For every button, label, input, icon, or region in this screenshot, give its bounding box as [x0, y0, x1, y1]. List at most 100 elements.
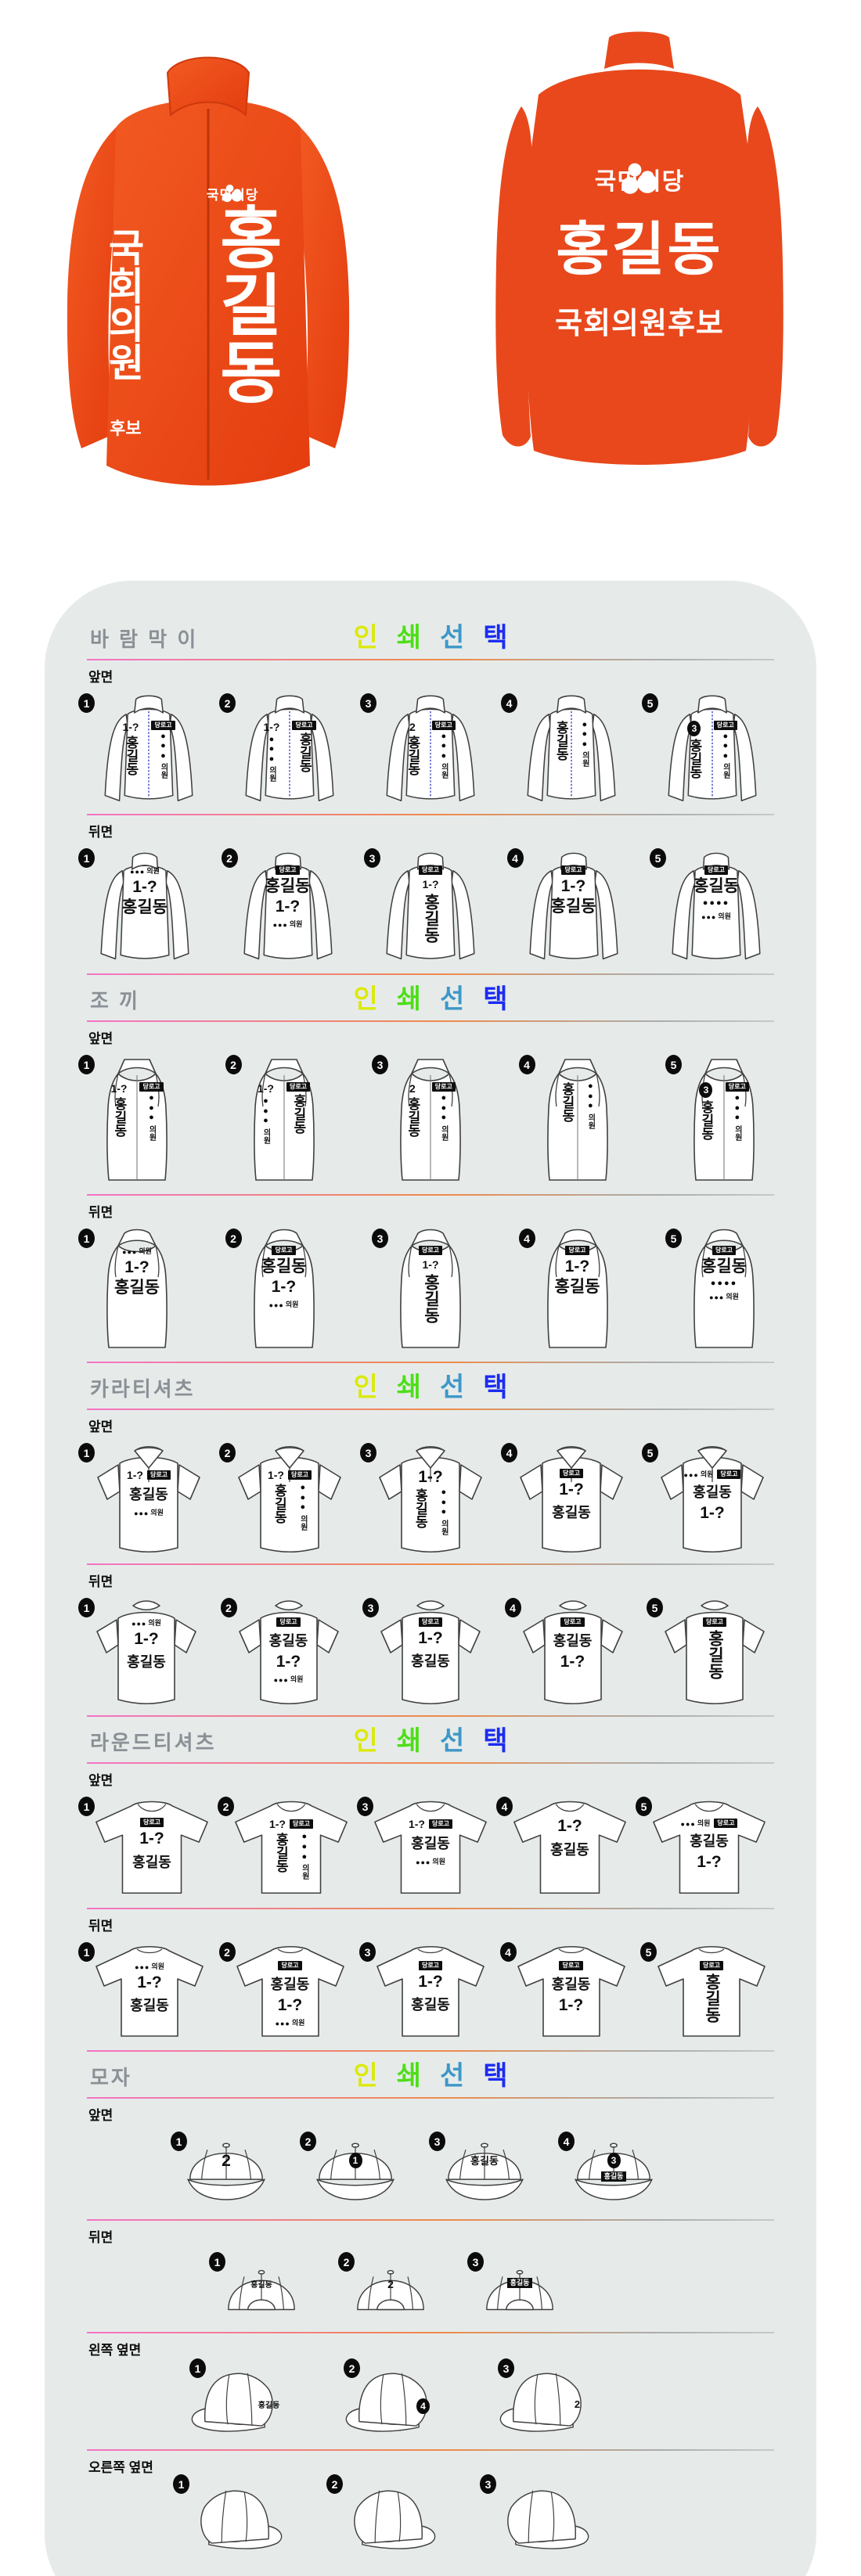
row-label-vest-front: 앞면: [88, 1031, 113, 1046]
party-logo-box: 당로고: [717, 1469, 741, 1479]
print-option-5[interactable]: 5 당로고 홍길동: [647, 1596, 771, 1707]
party-logo-block: 국민의당: [460, 162, 819, 196]
print-name-vertical: 홍길동: [405, 735, 420, 775]
print-select-char: 쇄: [396, 2061, 421, 2091]
print-option-3[interactable]: 3 당로고 1-? 홍길동: [362, 1596, 487, 1707]
party-clover-icon: [222, 184, 243, 203]
print-option-4[interactable]: 4 당로고 홍길동 1-?: [504, 1596, 629, 1707]
print-option-2[interactable]: 2 당로고 홍길동 1-? ●●● 의원: [221, 847, 343, 966]
print-option-3[interactable]: 3 홍길동: [429, 2130, 532, 2211]
print-option-5[interactable]: 5 당로고 홍길동 ●●●● ●●● 의원: [650, 847, 771, 966]
polo-back-icon: [374, 1596, 487, 1707]
print-preview: 당로고 1-? 홍길동: [534, 1246, 620, 1296]
option-number-badge: 2: [326, 2474, 343, 2494]
print-preview: ●●● 의원 1-? 홍길동: [94, 1246, 180, 1297]
print-option-4[interactable]: 4 3 홍길동: [558, 2130, 661, 2211]
print-option-1[interactable]: 1 당로고 1-? 홍길동: [78, 1795, 214, 1900]
print-select-char: 택: [483, 2061, 508, 2091]
print-option-4[interactable]: 4 당로고 1-? 홍길동: [501, 1441, 630, 1556]
print-option-1[interactable]: 1 1-? 홍길동 당로고 ● ● ● 의원: [78, 1053, 184, 1186]
print-number-large: 2: [222, 2152, 231, 2171]
option-number-badge: 1: [189, 2358, 206, 2378]
print-number: 2: [409, 720, 416, 733]
print-preview: 1: [313, 2153, 397, 2169]
print-option-3[interactable]: 3 당로고 1-? 홍길동: [359, 1941, 490, 2042]
party-dots-line: ●●● 의원: [134, 1509, 164, 1518]
windbreaker-front-icon: [372, 692, 489, 806]
party-logo-box: 당로고: [704, 865, 729, 876]
print-option-2[interactable]: 2 당로고 홍길동 1-? ●●● 의원: [218, 1941, 350, 2042]
print-option-5[interactable]: 5 당로고 홍길동: [640, 1941, 771, 2042]
print-option-5[interactable]: 5 3 홍길동 당로고 ● ● ● 의원: [665, 1053, 771, 1186]
print-option-1[interactable]: 1 ●●● 의원 1-? 홍길동: [78, 1941, 209, 2042]
print-option-1[interactable]: 1 ●●● 의원 1-? 홍길동: [78, 1596, 203, 1707]
print-option-5[interactable]: 5 ●●● 의원 당로고 홍길동 1-?: [636, 1795, 771, 1900]
print-option-3[interactable]: 3 당로고 1-? 홍길동: [372, 1227, 477, 1354]
print-option-1[interactable]: 1 홍길동: [188, 2358, 305, 2441]
print-option-2[interactable]: 2 1-? ● ● ● 의원 당로고 홍길동: [219, 692, 348, 806]
print-option-1[interactable]: 1 1-? 홍길동 당로고 ● ● ● 의원: [78, 692, 207, 806]
option-number-badge: 3: [467, 2252, 484, 2272]
print-option-3[interactable]: 3 1-? 당로고 홍길동 ●●● 의원: [357, 1795, 492, 1900]
option-number-badge: 2: [219, 1443, 236, 1462]
option-number-badge: 1: [78, 1598, 95, 1617]
print-option-1[interactable]: 1 ●●● 의원 1-? 홍길동: [78, 847, 200, 966]
option-number-badge: 2: [225, 1055, 242, 1074]
print-option-4[interactable]: 4 당로고 홍길동 1-?: [499, 1941, 631, 2042]
print-title-vertical: 의원: [733, 1125, 742, 1142]
party-dots-line: ●●● 의원: [130, 867, 160, 876]
print-option-1[interactable]: 1 1-? 당로고 홍길동 ●●● 의원: [78, 1441, 207, 1556]
print-option-4[interactable]: 4 홍길동 ● ● ● 의원: [518, 1053, 625, 1186]
print-option-2[interactable]: 2 1-? 당로고 홍길동 ● ● ● 의원: [219, 1441, 348, 1556]
option-number-badge: 2: [218, 1797, 234, 1816]
polo-back-icon: [232, 1596, 345, 1707]
print-option-1[interactable]: 1 홍길동: [209, 2252, 304, 2324]
print-option-3[interactable]: 3 1-? 홍길동 ● ● ● 의원: [360, 1441, 489, 1556]
print-option-3[interactable]: 3 당로고 1-? 홍길동: [364, 847, 485, 966]
print-option-2[interactable]: 2 1-? 당로고 홍길동 ● ● ● 의원: [218, 1795, 353, 1900]
print-option-5[interactable]: 5 ●●● 의원 당로고 홍길동 1-?: [642, 1441, 771, 1556]
party-logo-box: 당로고: [560, 1617, 585, 1627]
print-number-badge: 3: [607, 2153, 621, 2169]
print-option-2[interactable]: 2 당로고 홍길동 1-? ●●● 의원: [225, 1227, 331, 1354]
row-tee-front: 1 당로고 1-? 홍길동 2 1-? 당로고 홍길동 ● ● ● 의원 3 1-? 당로고 홍길동 ●●● 의원…: [78, 1795, 782, 1900]
print-option-4[interactable]: 4 1-? 홍길동: [496, 1795, 632, 1900]
polo-back-icon: [658, 1596, 771, 1707]
print-name: 홍길동: [411, 1653, 450, 1670]
print-option-2[interactable]: 2 당로고 홍길동 1-? ●●● 의원: [220, 1596, 345, 1707]
option-number-badge: 2: [218, 1942, 236, 1962]
option-number-badge: 1: [78, 693, 95, 713]
print-number-large: 1-?: [134, 1629, 159, 1648]
row-vest-back: 1 ●●● 의원 1-? 홍길동 2 당로고 홍길동 1-? ●●● 의원 3 당로고 1-? 홍길동 4 당로…: [78, 1227, 782, 1354]
print-option-3[interactable]: 3 2 홍길동 당로고 ● ● ● 의원: [372, 1053, 477, 1186]
print-option-1[interactable]: 1 ●●● 의원 1-? 홍길동: [78, 1227, 184, 1354]
print-option-5[interactable]: 5 3 홍길동 당로고 ● ● ● 의원: [642, 692, 771, 806]
party-logo-box: 당로고: [139, 1082, 164, 1092]
print-option-4[interactable]: 4 홍길동 ● ● ● 의원: [501, 692, 630, 806]
polo-front-icon: [513, 1441, 630, 1556]
print-option-3[interactable]: 3 2 홍길동 당로고 ● ● ● 의원: [360, 692, 489, 806]
print-option-4[interactable]: 4 당로고 1-? 홍길동: [506, 847, 629, 966]
option-number-badge: 3: [498, 2358, 514, 2378]
print-option-3[interactable]: 3 홍길동: [467, 2252, 563, 2324]
row-label-vest-back: 뒤면: [88, 1205, 113, 1220]
print-option-4[interactable]: 4 당로고 1-? 홍길동: [518, 1227, 625, 1354]
print-option-1[interactable]: 1: [168, 2474, 286, 2559]
option-number-badge: 1: [78, 1443, 95, 1462]
print-name-vertical: 홍길동: [297, 732, 312, 772]
option-number-badge: 3: [362, 1598, 379, 1617]
print-name: 홍길동: [268, 1632, 308, 1649]
print-option-3[interactable]: 3: [475, 2474, 593, 2559]
print-option-2[interactable]: 2 1-? ● ● ● 의원 당로고 홍길동: [225, 1053, 331, 1186]
cap-right-icon: [475, 2482, 593, 2559]
party-logo-box: 당로고: [418, 1961, 443, 1970]
print-option-5[interactable]: 5 당로고 홍길동 ●●●● ●●● 의원: [665, 1227, 771, 1354]
print-option-2[interactable]: 2: [322, 2474, 439, 2559]
candidate-name: 홍길동: [556, 217, 723, 282]
